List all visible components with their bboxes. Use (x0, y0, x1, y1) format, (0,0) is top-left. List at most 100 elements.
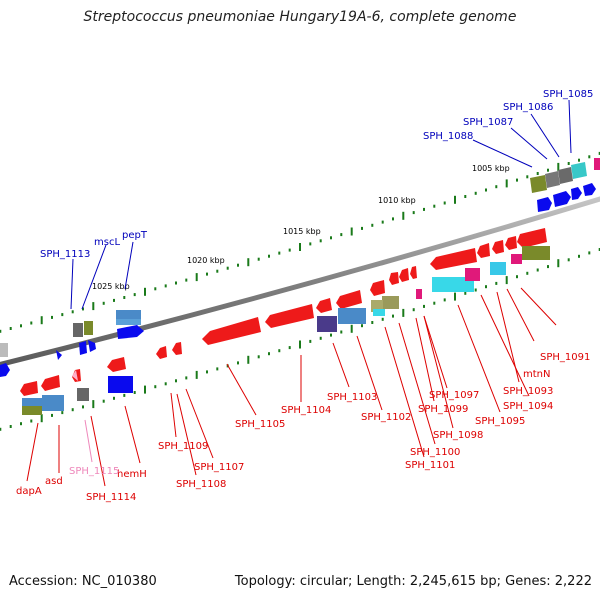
gene-arrow-1094 (477, 243, 490, 258)
gene-spot-1113 (84, 321, 93, 335)
inner-tick (423, 304, 425, 308)
gene-spot-1088 (530, 175, 547, 193)
gene-spot-1086 (558, 167, 573, 184)
gene-spot-1102 (338, 308, 366, 324)
gene-label-SPH_1115[interactable]: SPH_1115 (69, 466, 119, 477)
gene-label-SPH_1104[interactable]: SPH_1104 (281, 405, 331, 416)
gene-label-SPH_1099[interactable]: SPH_1099 (418, 404, 468, 415)
scale-label-1005: 1005 kbp (472, 164, 510, 173)
outer-tick (164, 284, 167, 288)
outer-tick (588, 155, 591, 159)
outer-tick (464, 195, 467, 198)
inner-tick (536, 268, 539, 272)
gene-label-SPH_1109[interactable]: SPH_1109 (158, 441, 208, 452)
outer-tick (51, 315, 53, 319)
gene-spot-mscL (73, 323, 83, 337)
gene-arrow-hemH (107, 357, 126, 372)
gene-arrow-1113b (88, 340, 96, 352)
gene-label-SPH_1085[interactable]: SPH_1085 (543, 89, 593, 100)
outer-tick (557, 162, 560, 171)
inner-tick (350, 324, 353, 333)
outer-tick (195, 273, 198, 282)
gene-arrow-f3 (571, 187, 582, 200)
outer-tick (381, 220, 384, 224)
gene-spot-1094 (490, 262, 506, 275)
gene-label-SPH_1113[interactable]: SPH_1113 (40, 249, 90, 260)
outer-tick (330, 236, 332, 240)
outer-tick (216, 269, 219, 273)
inner-tick (309, 339, 312, 343)
outer-tick (257, 257, 260, 261)
gene-arrow-1100 (370, 280, 385, 296)
outer-tick (30, 321, 33, 325)
inner-tick (185, 376, 188, 380)
inner-tick (557, 259, 560, 268)
inner-tick (516, 275, 518, 279)
gene-spot-1087 (545, 171, 560, 188)
gene-label-SPH_1100[interactable]: SPH_1100 (410, 447, 460, 458)
outer-tick (92, 302, 95, 311)
scale-label-1010: 1010 kbp (378, 196, 416, 205)
inner-tick (526, 271, 529, 275)
gene-label-hemH[interactable]: hemH (117, 469, 147, 480)
gene-label-pepT[interactable]: pepT (122, 230, 148, 241)
gene-label-SPH_1102[interactable]: SPH_1102 (361, 412, 411, 423)
gene-arrow-dapA (20, 381, 38, 396)
gene-arrow-small (56, 350, 62, 360)
inner-tick (9, 425, 12, 428)
inner-tick (82, 405, 84, 409)
gene-spot-1114 (77, 388, 89, 401)
gene-label-mtnN[interactable]: mtnN (523, 369, 550, 380)
inner-tick (381, 317, 384, 321)
inner-tick (247, 355, 250, 364)
gene-arrow-mtnN (505, 236, 517, 250)
gene-label-SPH_1103[interactable]: SPH_1103 (327, 392, 377, 403)
inner-tick (175, 379, 177, 383)
gene-label-SPH_1094[interactable]: SPH_1094 (503, 401, 553, 412)
accession-text: Accession: NC_010380 (9, 574, 157, 589)
inner-tick (216, 367, 219, 371)
outer-tick (82, 307, 84, 311)
gene-label-SPH_1101[interactable]: SPH_1101 (405, 460, 455, 471)
inner-tick (268, 352, 270, 356)
inner-tick (278, 349, 281, 353)
gene-label-SPH_1093[interactable]: SPH_1093 (503, 386, 553, 397)
reverse-genes (20, 228, 550, 415)
gene-arrow-1102 (336, 290, 362, 309)
gene-label-SPH_1095[interactable]: SPH_1095 (475, 416, 525, 427)
gene-label-SPH_1097[interactable]: SPH_1097 (429, 390, 479, 401)
gene-label-dapA[interactable]: dapA (16, 486, 42, 497)
inner-tick (567, 258, 570, 262)
inner-tick (392, 314, 394, 318)
outer-tick (40, 316, 43, 325)
gene-label-SPH_1105[interactable]: SPH_1105 (235, 419, 285, 430)
inner-tick (237, 361, 239, 365)
gene-label-SPH_1086[interactable]: SPH_1086 (503, 102, 553, 113)
inner-tick (113, 396, 115, 400)
gene-arrow-asd (41, 375, 60, 391)
inner-tick (133, 391, 136, 394)
outer-tick (443, 201, 446, 205)
gene-label-SPH_1107[interactable]: SPH_1107 (194, 462, 244, 473)
gene-label-SPH_1114[interactable]: SPH_1114 (86, 492, 136, 503)
gene-spot-1091 (522, 246, 550, 260)
gene-label-SPH_1098[interactable]: SPH_1098 (433, 430, 483, 441)
outer-tick (133, 293, 136, 297)
gene-label-SPH_1091[interactable]: SPH_1091 (540, 352, 590, 363)
gene-arrow-1099 (389, 272, 399, 285)
gene-arrow-1107 (172, 342, 182, 355)
gene-label-SPH_1088[interactable]: SPH_1088 (423, 131, 473, 142)
inner-tick (92, 400, 95, 409)
gene-spot-hemH (108, 376, 133, 393)
gene-label-SPH_1087[interactable]: SPH_1087 (463, 117, 513, 128)
inner-tick (361, 324, 363, 328)
outer-tick (278, 251, 281, 255)
gene-label-asd[interactable]: asd (45, 476, 63, 487)
gene-spot-1085 (571, 162, 587, 179)
gene-arrow-f1 (537, 197, 552, 212)
outer-tick (9, 327, 12, 330)
gene-arrow-1103 (316, 298, 332, 313)
gene-label-SPH_1108[interactable]: SPH_1108 (176, 479, 226, 490)
gene-label-mscL[interactable]: mscL (94, 237, 120, 248)
inner-tick (340, 330, 343, 334)
